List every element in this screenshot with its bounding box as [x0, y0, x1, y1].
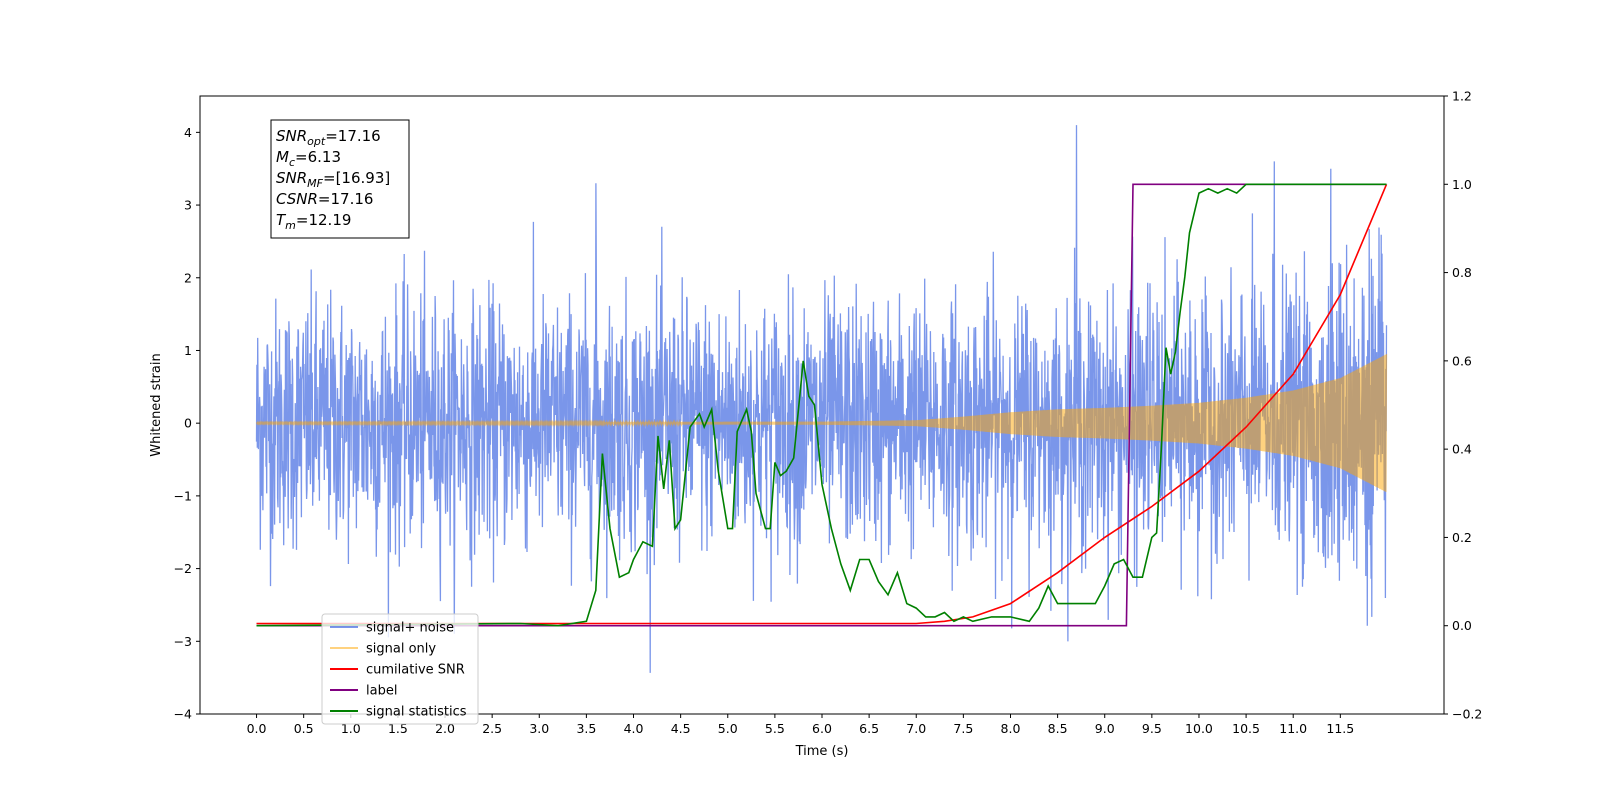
series-cumulative-snr	[256, 183, 1388, 625]
legend-label: signal statistics	[366, 705, 467, 720]
x-tick-label: 3.0	[529, 721, 549, 736]
y-tick-label: 3	[184, 198, 192, 213]
x-tick-label: 11.0	[1279, 721, 1307, 736]
y-tick-label: −3	[174, 634, 192, 649]
y-tick-label: 0	[184, 416, 192, 431]
y-tick-label: 4	[184, 125, 192, 140]
y-tick-label: −1	[174, 488, 192, 503]
x-tick-label: 1.5	[388, 721, 408, 736]
legend-label: signal+ noise	[366, 621, 454, 636]
y2-tick-label: 1.2	[1452, 89, 1472, 104]
x-tick-label: 9.5	[1142, 721, 1162, 736]
x-tick-label: 5.0	[718, 721, 738, 736]
x-tick-label: 10.0	[1185, 721, 1213, 736]
y-tick-label: 1	[184, 343, 192, 358]
x-tick-label: 3.5	[576, 721, 596, 736]
legend-label: label	[366, 684, 397, 699]
y-tick-label: −4	[174, 707, 192, 722]
series-signal-plus-noise	[255, 125, 1388, 673]
x-tick-label: 11.5	[1326, 721, 1354, 736]
x-tick-label: 7.0	[906, 721, 926, 736]
x-tick-label: 1.0	[341, 721, 361, 736]
x-tick-label: 7.5	[953, 721, 973, 736]
y-axis-label: Whitened strain	[149, 353, 164, 456]
legend-label: cumilative SNR	[366, 663, 465, 678]
y2-tick-label: 0.0	[1452, 618, 1472, 633]
legend-box	[321, 613, 479, 725]
y-tick-label: −2	[174, 561, 192, 576]
annotation-line: CSNR=17.16	[276, 190, 373, 208]
annotation-line: Mc=6.13	[276, 148, 341, 169]
legend-label: signal only	[366, 642, 436, 657]
x-tick-label: 6.0	[812, 721, 832, 736]
y2-tick-label: 0.6	[1452, 353, 1472, 368]
y2-tick-label: 0.8	[1452, 265, 1472, 280]
x-tick-label: 6.5	[859, 721, 879, 736]
x-tick-label: 2.0	[435, 721, 455, 736]
x-tick-label: 8.0	[1001, 721, 1021, 736]
y2-tick-label: 1.0	[1452, 177, 1472, 192]
x-tick-label: 4.5	[671, 721, 691, 736]
x-tick-label: 0.0	[247, 721, 267, 736]
y2-tick-label: 0.4	[1452, 442, 1472, 457]
x-tick-label: 5.5	[765, 721, 785, 736]
series-signal-statistics	[256, 183, 1387, 627]
x-tick-label: 8.5	[1048, 721, 1068, 736]
series-signal-only	[255, 354, 1388, 492]
annotation-line: SNRopt=17.16	[276, 127, 381, 148]
annotation-box	[270, 119, 410, 239]
x-axis-label: Time (s)	[795, 744, 849, 759]
x-tick-label: 0.5	[294, 721, 314, 736]
annotation-line: SNRMF=[16.93]	[276, 169, 390, 190]
annotation-line: Tm=12.19	[276, 211, 351, 232]
x-tick-label: 2.5	[482, 721, 502, 736]
y-tick-label: 2	[184, 270, 192, 285]
x-tick-label: 9.0	[1095, 721, 1115, 736]
x-tick-label: 4.0	[624, 721, 644, 736]
y2-tick-label: 0.2	[1452, 530, 1472, 545]
y2-tick-label: −0.2	[1452, 707, 1482, 722]
x-tick-label: 10.5	[1232, 721, 1260, 736]
